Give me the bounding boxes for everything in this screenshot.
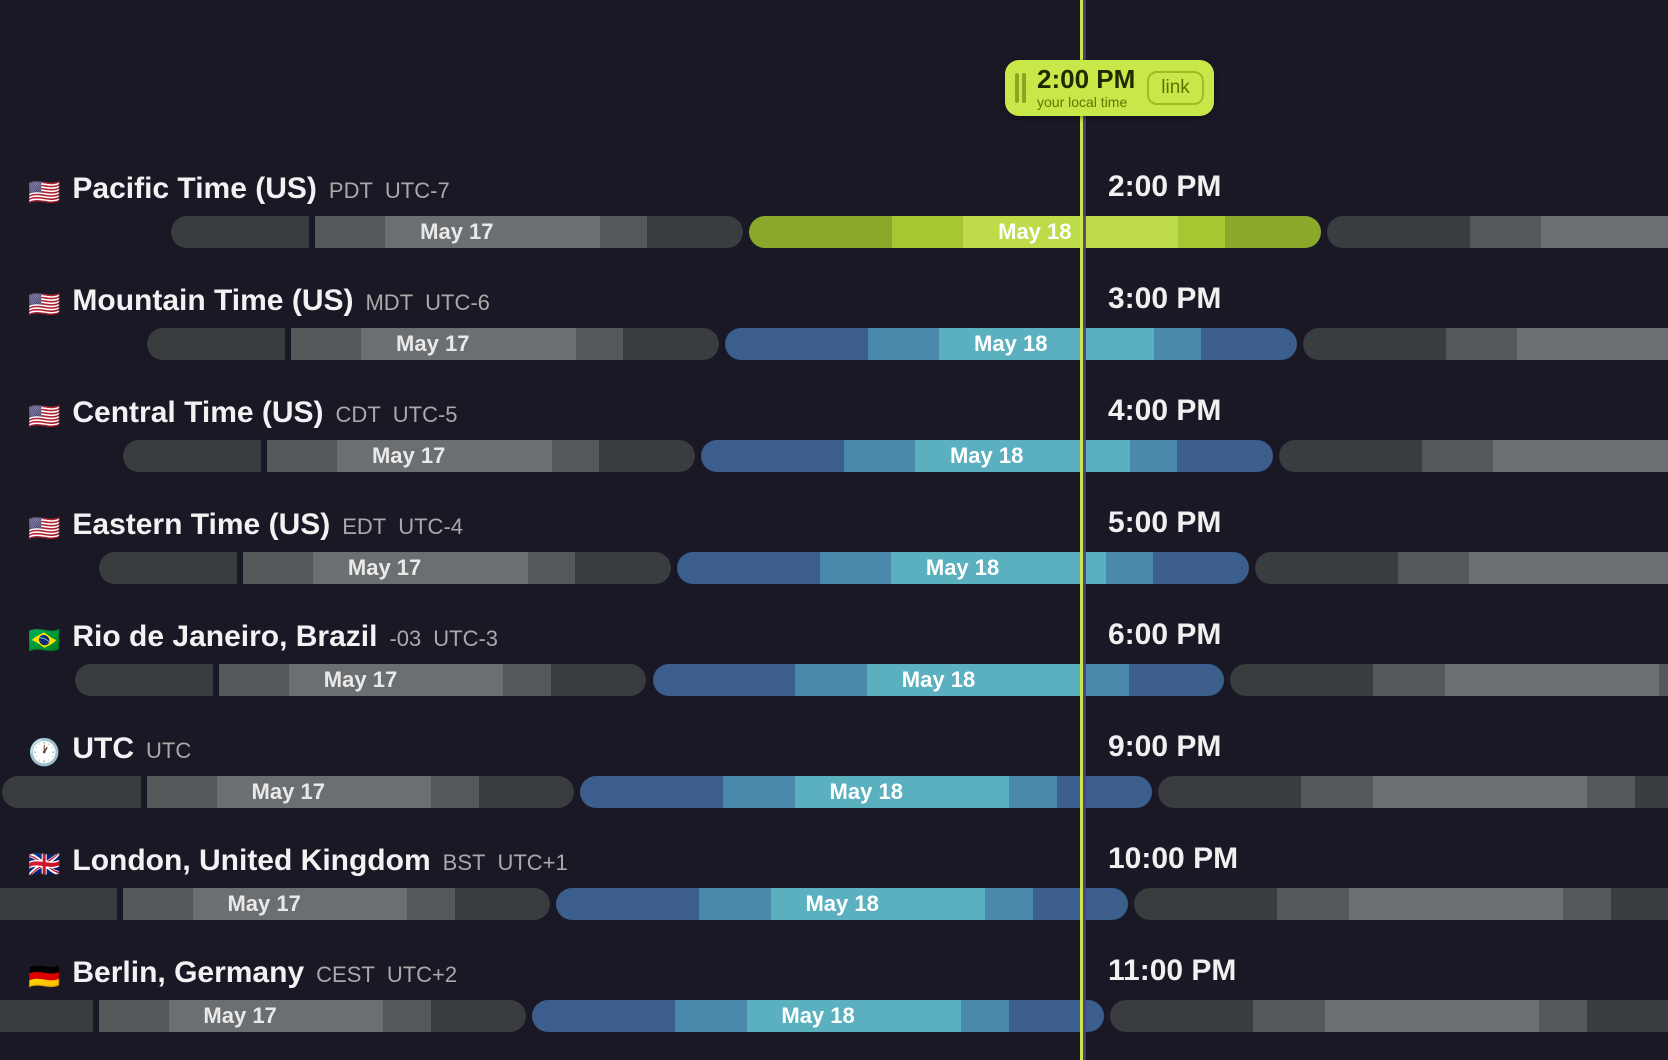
flag-icon: 🇬🇧: [28, 849, 60, 880]
flag-icon: 🕐: [28, 737, 60, 768]
timezone-row: 🇬🇧 London, United Kingdom BST UTC+1 10:00 PM…: [0, 842, 1668, 952]
row-current-time: 11:00 PM: [1108, 954, 1236, 988]
day-segment[interactable]: May 18: [725, 328, 1297, 360]
day-segment[interactable]: [1158, 776, 1668, 808]
day-segment[interactable]: May 18: [653, 664, 1225, 696]
timeline-track[interactable]: May 17May 18: [0, 552, 1668, 584]
timezone-row: 🇧🇷 Rio de Janeiro, Brazil -03 UTC-3 6:00 PM M…: [0, 618, 1668, 728]
day-segment[interactable]: May 17: [171, 216, 743, 248]
day-segment[interactable]: May 17: [75, 664, 647, 696]
timezone-abbr: PDT: [329, 178, 373, 204]
local-time-bubble[interactable]: 2:00 PM your local time link: [1005, 60, 1214, 116]
flag-icon: 🇧🇷: [28, 625, 60, 656]
timezone-abbr: UTC: [146, 738, 191, 764]
timezone-offset: UTC+1: [497, 850, 567, 876]
timezone-offset: UTC-3: [433, 626, 498, 652]
timezone-name: Rio de Janeiro, Brazil: [72, 620, 377, 654]
link-button[interactable]: link: [1147, 71, 1204, 105]
day-segment[interactable]: [1230, 664, 1668, 696]
timezone-name: Pacific Time (US): [72, 172, 317, 206]
timezone-abbr: CDT: [336, 402, 381, 428]
timezone-row: 🇺🇸 Pacific Time (US) PDT UTC-7 2:00 PM May 17…: [0, 170, 1668, 280]
day-segment[interactable]: May 17: [0, 1000, 526, 1032]
timeline-track[interactable]: May 17May 18: [0, 664, 1668, 696]
row-current-time: 9:00 PM: [1108, 730, 1221, 764]
timezone-row: 🇺🇸 Central Time (US) CDT UTC-5 4:00 PM May 17…: [0, 394, 1668, 504]
day-segment[interactable]: [1327, 216, 1668, 248]
timezone-row: 🇩🇪 Berlin, Germany CEST UTC+2 11:00 PM May 17…: [0, 954, 1668, 1060]
timezone-offset: UTC-7: [385, 178, 450, 204]
drag-handle-icon[interactable]: [1013, 71, 1027, 105]
day-segment[interactable]: [1255, 552, 1668, 584]
local-time-value: 2:00 PM: [1037, 66, 1135, 92]
day-segment[interactable]: [1134, 888, 1668, 920]
row-current-time: 6:00 PM: [1108, 618, 1221, 652]
timezone-name: Berlin, Germany: [72, 956, 304, 990]
day-segment[interactable]: May 18: [532, 1000, 1104, 1032]
timezone-row: 🕐 UTC UTC 9:00 PM May 17May 18: [0, 730, 1668, 840]
timezone-abbr: CEST: [316, 962, 375, 988]
day-segment[interactable]: May 18: [580, 776, 1152, 808]
flag-icon: 🇺🇸: [28, 513, 60, 544]
timeline-track[interactable]: May 17May 18: [0, 776, 1668, 808]
row-current-time: 4:00 PM: [1108, 394, 1221, 428]
timeline-track[interactable]: May 17May 18: [0, 888, 1668, 920]
timezone-name: Eastern Time (US): [72, 508, 330, 542]
flag-icon: 🇺🇸: [28, 289, 60, 320]
timezone-offset: UTC-5: [393, 402, 458, 428]
timezone-abbr: BST: [443, 850, 486, 876]
day-segment[interactable]: [1303, 328, 1668, 360]
timezone-abbr: -03: [389, 626, 421, 652]
timeline-track[interactable]: May 17May 18: [0, 328, 1668, 360]
row-current-time: 10:00 PM: [1108, 842, 1238, 876]
timeline-track[interactable]: May 17May 18: [0, 216, 1668, 248]
row-current-time: 3:00 PM: [1108, 282, 1221, 316]
day-segment[interactable]: May 17: [0, 888, 550, 920]
timezone-abbr: MDT: [365, 290, 413, 316]
timezone-abbr: EDT: [342, 514, 386, 540]
timeline-track[interactable]: May 17May 18: [0, 1000, 1668, 1032]
day-segment[interactable]: May 18: [701, 440, 1273, 472]
flag-icon: 🇺🇸: [28, 177, 60, 208]
day-segment[interactable]: May 17: [123, 440, 695, 472]
timeline-track[interactable]: May 17May 18: [0, 440, 1668, 472]
timezone-name: Central Time (US): [72, 396, 323, 430]
day-segment[interactable]: [1110, 1000, 1668, 1032]
day-segment[interactable]: May 17: [147, 328, 719, 360]
timezone-name: London, United Kingdom: [72, 844, 430, 878]
flag-icon: 🇩🇪: [28, 961, 60, 992]
day-segment[interactable]: May 18: [556, 888, 1128, 920]
day-segment[interactable]: May 18: [677, 552, 1249, 584]
timezone-name: UTC: [72, 732, 134, 766]
day-segment[interactable]: May 18: [749, 216, 1321, 248]
row-current-time: 5:00 PM: [1108, 506, 1221, 540]
row-current-time: 2:00 PM: [1108, 170, 1221, 204]
flag-icon: 🇺🇸: [28, 401, 60, 432]
timezone-row: 🇺🇸 Mountain Time (US) MDT UTC-6 3:00 PM May 1…: [0, 282, 1668, 392]
timezone-offset: UTC+2: [387, 962, 457, 988]
day-segment[interactable]: May 17: [99, 552, 671, 584]
timezone-offset: UTC-4: [398, 514, 463, 540]
day-segment[interactable]: May 17: [2, 776, 574, 808]
timezone-row: 🇺🇸 Eastern Time (US) EDT UTC-4 5:00 PM May 17…: [0, 506, 1668, 616]
timezone-name: Mountain Time (US): [72, 284, 353, 318]
local-time-subtitle: your local time: [1037, 94, 1135, 110]
day-segment[interactable]: [1279, 440, 1668, 472]
timezone-offset: UTC-6: [425, 290, 490, 316]
